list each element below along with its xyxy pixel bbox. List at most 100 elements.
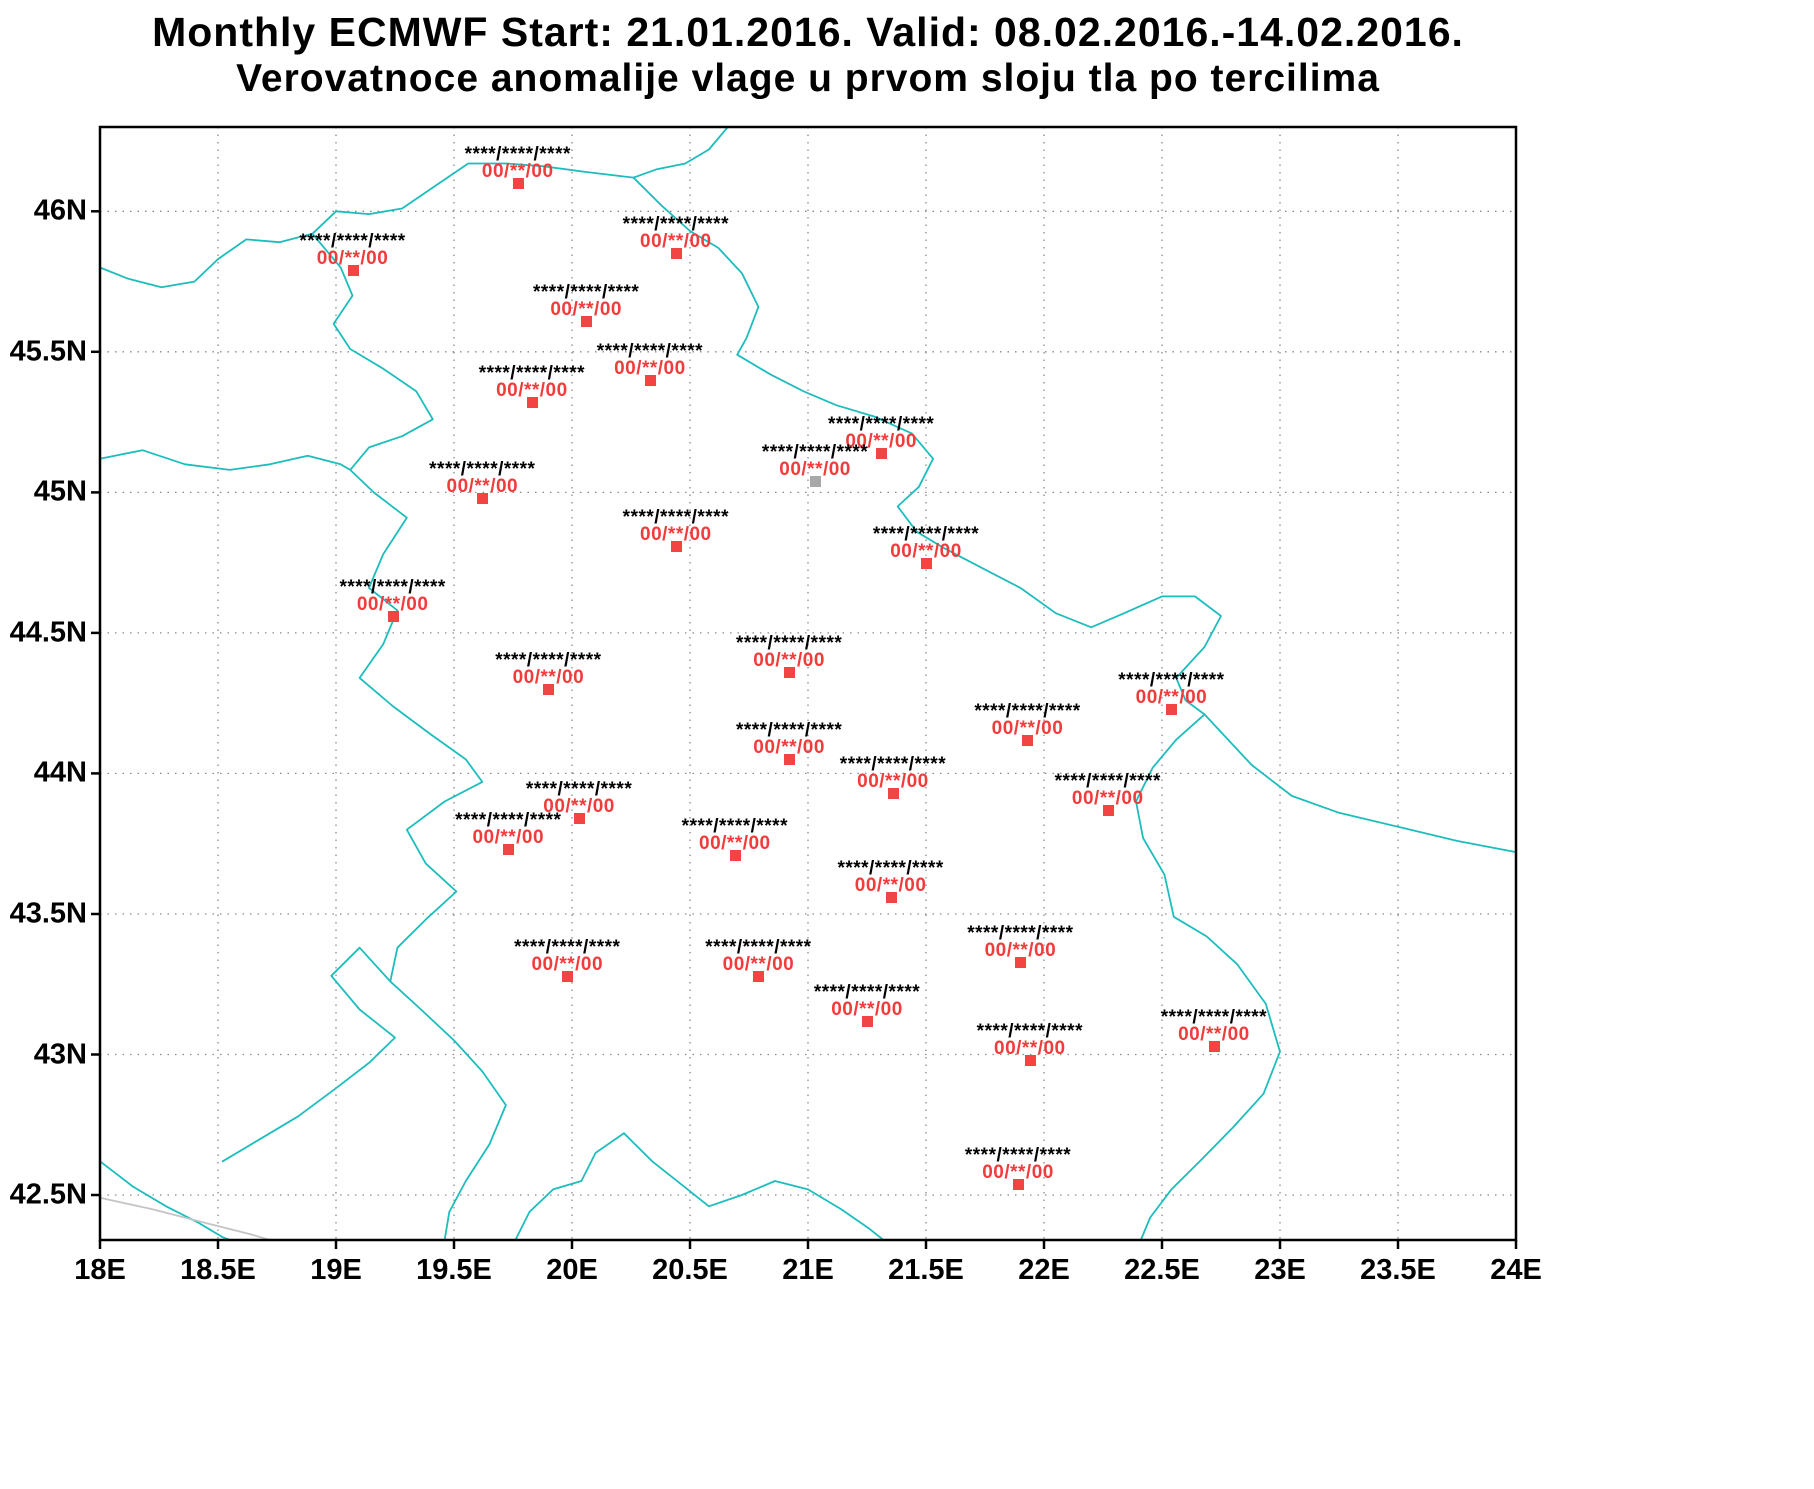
station-value-label: 00/**/00: [512, 667, 585, 689]
x-axis-label: 18E: [74, 1254, 126, 1286]
station-prob-label: ****/****/****: [839, 754, 947, 776]
x-axis-label: 22.5E: [1124, 1254, 1200, 1286]
station-square: [862, 1015, 873, 1027]
station-prob-label: ****/****/****: [964, 1144, 1072, 1166]
station-square: [1024, 1055, 1036, 1067]
station-square: [1013, 1178, 1025, 1190]
station-square: [526, 397, 538, 409]
x-axis-label: 20E: [546, 1254, 598, 1286]
montenegro-bosnia-border: [221, 946, 396, 1163]
station-value-label: 00/**/00: [1178, 1024, 1250, 1046]
station-value-label: 00/**/00: [982, 1161, 1054, 1183]
station-value-label: 00/**/00: [496, 380, 568, 402]
y-axis-label: 42.5N: [9, 1178, 87, 1211]
title-line-1: Monthly ECMWF Start: 21.01.2016. Valid: …: [152, 9, 1464, 55]
y-axis-label: 43.5N: [9, 897, 87, 930]
y-axis-label: 44.5N: [9, 616, 87, 649]
station-prob-label: ****/****/****: [495, 650, 602, 672]
croatia-bosnia-sava-border: [99, 449, 352, 471]
romania-bulgaria-danube-border: [1203, 713, 1517, 853]
station-value-label: 00/**/00: [1071, 787, 1144, 809]
station-square: [1102, 804, 1114, 816]
station-value-label: 00/**/00: [481, 161, 554, 183]
station-square: [1166, 703, 1178, 715]
station-prob-label: ****/****/****: [837, 858, 944, 880]
station-value-label: 00/**/00: [640, 231, 712, 253]
station-value-label: 00/**/00: [857, 771, 929, 793]
station-value-label: 00/**/00: [854, 875, 927, 897]
station-prob-label: ****/****/****: [872, 523, 980, 545]
station-prob-label: ****/****/****: [1160, 1007, 1268, 1029]
station-square: [753, 970, 765, 982]
station-prob-label: ****/****/****: [828, 414, 935, 436]
station-prob-label: ****/****/****: [735, 633, 843, 655]
y-axis-label: 45.5N: [9, 335, 87, 368]
serbia-bulgaria-border: [1135, 713, 1281, 1241]
station-square: [729, 849, 741, 861]
station-value-label: 00/**/00: [984, 939, 1057, 961]
coast-gray-line: [99, 1196, 271, 1241]
y-axis-label: 44N: [33, 756, 87, 789]
station-prob-label: ****/****/****: [596, 340, 704, 362]
station-value-label: 00/**/00: [753, 737, 825, 759]
station-value-label: 00/**/00: [356, 594, 429, 616]
station-prob-label: ****/****/****: [681, 815, 788, 837]
station-square: [512, 178, 524, 190]
station-value-label: 00/**/00: [890, 540, 962, 562]
station-prob-label: ****/****/****: [622, 506, 729, 528]
station-square: [543, 684, 555, 696]
station-square: [1208, 1041, 1220, 1053]
adriatic-coastline: [99, 1160, 231, 1241]
y-axis-label: 46N: [33, 194, 87, 227]
station-prob-label: ****/****/****: [455, 810, 562, 832]
station-prob-label: ****/****/****: [622, 214, 729, 236]
hungary-croatia-serbia-border: [99, 162, 635, 289]
station-prob-label: ****/****/****: [1054, 770, 1161, 792]
title-line-2: Verovatnoce anomalije vlage u prvom sloj…: [236, 57, 1380, 100]
station-square: [670, 540, 682, 552]
map-title-block: Monthly ECMWF Start: 21.01.2016. Valid: …: [152, 8, 1464, 102]
station-square: [784, 754, 796, 766]
station-prob-label: ****/****/****: [525, 779, 633, 801]
station-prob-label: ****/****/****: [735, 720, 843, 742]
station-value-label: 00/**/00: [550, 298, 622, 320]
station-prob-label: ****/****/****: [478, 363, 586, 385]
x-axis-label: 19E: [310, 1254, 362, 1286]
station-square: [387, 611, 399, 623]
x-axis-label: 23.5E: [1360, 1254, 1436, 1286]
station-square: [885, 892, 897, 904]
station-value-label: 00/**/00: [472, 827, 545, 849]
x-axis-label: 21.5E: [888, 1254, 964, 1286]
station-value-label: 00/**/00: [699, 832, 771, 854]
station-prob-label: ****/****/****: [976, 1021, 1083, 1043]
station-prob-label: ****/****/****: [429, 459, 536, 480]
serbia-romania-border: [632, 176, 1222, 716]
station-value-label: 00/**/00: [316, 248, 389, 270]
station-value-label: 00/**/00: [845, 431, 917, 453]
x-axis-label: 20.5E: [652, 1254, 728, 1286]
x-axis-label: 18.5E: [180, 1254, 256, 1286]
station-square: [477, 493, 489, 504]
x-axis-label: 24E: [1490, 1254, 1542, 1286]
station-square: [887, 788, 899, 800]
hungary-romania-border: [632, 126, 729, 179]
station-value-label: 00/**/00: [531, 953, 604, 975]
x-axis-label: 21E: [782, 1254, 834, 1286]
station-square: [503, 844, 515, 856]
station-value-label: 00/**/00: [991, 717, 1064, 739]
station-square: [784, 667, 796, 679]
station-square: [670, 248, 682, 260]
station-square: [1015, 956, 1027, 968]
station-square: [921, 557, 932, 569]
y-axis-label: 45N: [33, 475, 87, 508]
station-value-label: 00/**/00: [831, 998, 903, 1020]
station-prob-label: ****/****/****: [533, 281, 640, 303]
station-value-label: 00/**/00: [614, 357, 686, 379]
station-prob-label: ****/****/****: [813, 981, 921, 1003]
croatia-serbia-drina-border: [311, 232, 507, 1241]
station-square-gray: [810, 476, 822, 488]
x-axis-label: 23E: [1254, 1254, 1306, 1286]
station-prob-label: ****/****/****: [299, 231, 406, 253]
station-value-label: 00/**/00: [543, 796, 615, 818]
